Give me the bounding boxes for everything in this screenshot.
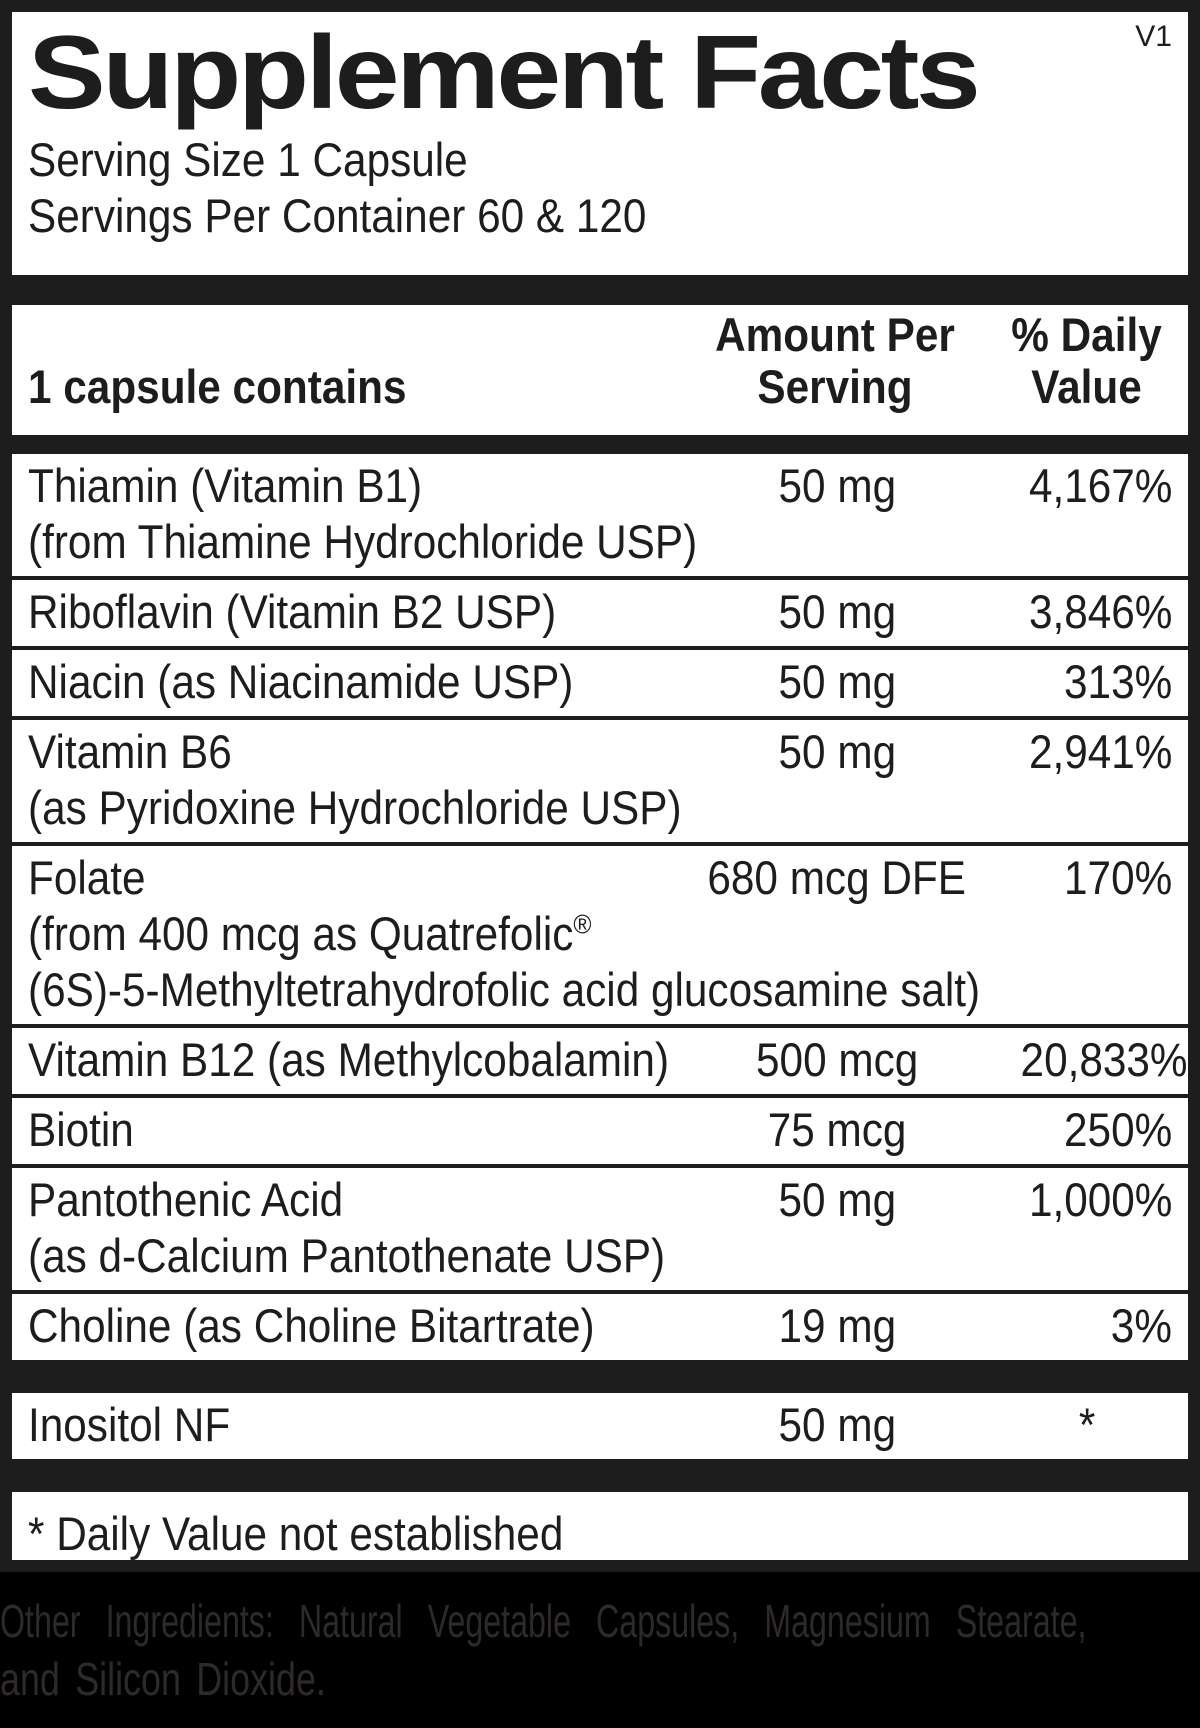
- table-row-choline: Choline (as Choline Bitartrate) 19 mg 3%: [12, 1290, 1188, 1360]
- nutrient-name: Vitamin B6: [28, 725, 232, 778]
- nutrient-name-line3: (6S)-5-Methyltetrahydrofolic acid glucos…: [28, 963, 981, 1016]
- nutrient-amount: 50 mg: [778, 725, 896, 778]
- nutrient-amount: 50 mg: [778, 459, 896, 512]
- nutrient-name: Pantothenic Acid: [28, 1173, 344, 1226]
- nutrient-amount: 50 mg: [778, 585, 896, 638]
- table-row-inositol: Inositol NF 50 mg *: [12, 1393, 1188, 1459]
- nutrient-dv: 3%: [1110, 1299, 1172, 1352]
- nutrient-name: Biotin: [28, 1103, 134, 1156]
- column-header-amount: Amount Per Serving: [715, 308, 955, 413]
- supplement-facts-label: V1 Supplement Facts Serving Size 1 Capsu…: [0, 0, 1200, 1572]
- nutrient-name-line2: (from Thiamine Hydrochloride USP): [28, 515, 698, 568]
- nutrient-amount: 50 mg: [778, 1398, 896, 1451]
- other-ingredients-line2: and Silicon Dioxide.: [0, 1653, 326, 1705]
- nutrient-amount: 75 mcg: [767, 1103, 907, 1156]
- nutrient-name-line2: (as d-Calcium Pantothenate USP): [28, 1229, 666, 1282]
- nutrient-dv: 20,833%: [1020, 1033, 1188, 1086]
- divider-bar-heavy-upper: [12, 1360, 1188, 1393]
- nutrient-name-line2: (as Pyridoxine Hydrochloride USP): [28, 781, 682, 834]
- nutrient-name: Folate: [28, 851, 146, 904]
- nutrient-name: Riboflavin (Vitamin B2 USP): [28, 585, 557, 638]
- nutrient-name: Vitamin B12 (as Methylcobalamin): [28, 1033, 670, 1086]
- nutrient-amount: 50 mg: [778, 1173, 896, 1226]
- nutrient-dv: 170%: [1063, 851, 1172, 904]
- nutrient-amount: 50 mg: [778, 655, 896, 708]
- table-row-riboflavin: Riboflavin (Vitamin B2 USP) 50 mg 3,846%: [12, 576, 1188, 646]
- nutrient-dv: 1,000%: [1028, 1173, 1172, 1226]
- table-column-headers: 1 capsule contains Amount Per Serving % …: [12, 305, 1188, 435]
- table-row-thiamin: Thiamin (Vitamin B1) 50 mg 4,167% (from …: [12, 454, 1188, 576]
- nutrient-dv: 4,167%: [1028, 459, 1172, 512]
- nutrient-amount: 19 mg: [778, 1299, 896, 1352]
- nutrient-dv: 250%: [1063, 1103, 1172, 1156]
- nutrient-name: Niacin (as Niacinamide USP): [28, 655, 574, 708]
- nutrient-amount: 680 mcg DFE: [707, 851, 967, 904]
- table-row-niacin: Niacin (as Niacinamide USP) 50 mg 313%: [12, 646, 1188, 716]
- version-tag: V1: [1135, 20, 1172, 53]
- divider-bar-thick-top: [12, 275, 1188, 305]
- page-title: Supplement Facts: [28, 15, 981, 131]
- nutrient-amount: 500 mcg: [755, 1033, 919, 1086]
- table-row-vitamin-b12: Vitamin B12 (as Methylcobalamin) 500 mcg…: [12, 1024, 1188, 1094]
- nutrient-name: Thiamin (Vitamin B1): [28, 459, 423, 512]
- nutrient-rows: Thiamin (Vitamin B1) 50 mg 4,167% (from …: [12, 454, 1188, 1360]
- divider-bar-heavy-lower: [12, 1459, 1188, 1492]
- nutrient-dv-asterisk: *: [1078, 1398, 1096, 1451]
- table-row-vitamin-b6: Vitamin B6 50 mg 2,941% (as Pyridoxine H…: [12, 716, 1188, 842]
- serving-info: Serving Size 1 Capsule Servings Per Cont…: [28, 132, 1172, 244]
- table-row-folate: Folate 680 mcg DFE 170% (from 400 mcg as…: [12, 842, 1188, 1024]
- column-header-daily-value: % Daily Value: [1011, 308, 1162, 413]
- other-ingredients-panel: Other Ingredients: Natural Vegetable Cap…: [0, 1572, 1200, 1728]
- other-ingredients-line1: Other Ingredients: Natural Vegetable Cap…: [0, 1595, 1087, 1647]
- divider-bar-medium: [12, 435, 1188, 454]
- servings-per-container: Servings Per Container 60 & 120: [28, 189, 647, 242]
- table-row-pantothenic-acid: Pantothenic Acid 50 mg 1,000% (as d-Calc…: [12, 1164, 1188, 1290]
- column-header-contains: 1 capsule contains: [28, 360, 407, 413]
- daily-value-footnote: * Daily Value not established: [28, 1507, 564, 1560]
- nutrient-dv: 313%: [1063, 655, 1172, 708]
- nutrient-name: Choline (as Choline Bitartrate): [28, 1299, 595, 1352]
- registered-mark: ®: [573, 908, 592, 940]
- nutrient-dv: 3,846%: [1028, 585, 1172, 638]
- nutrient-name: Inositol NF: [28, 1398, 231, 1451]
- title-wrap: Supplement Facts: [12, 12, 1188, 126]
- nutrient-dv: 2,941%: [1028, 725, 1172, 778]
- table-row-biotin: Biotin 75 mcg 250%: [12, 1094, 1188, 1164]
- serving-size: Serving Size 1 Capsule: [28, 133, 468, 186]
- nutrient-name-line2: (from 400 mcg as Quatrefolic®: [28, 907, 592, 960]
